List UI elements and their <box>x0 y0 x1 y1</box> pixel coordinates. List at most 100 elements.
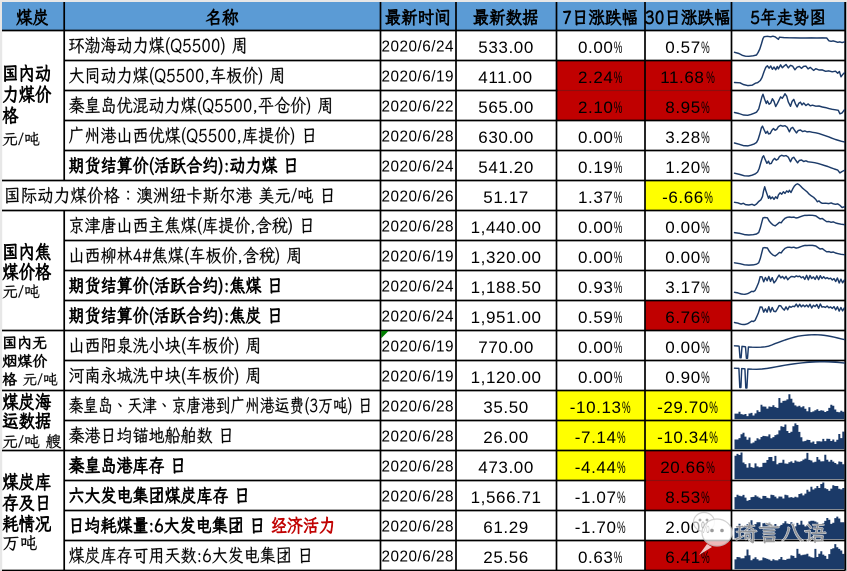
svg-text:51.17: 51.17 <box>483 188 529 207</box>
svg-text:8.53: 8.53 <box>665 488 701 507</box>
svg-text:35.50: 35.50 <box>483 398 529 417</box>
svg-text:770.00: 770.00 <box>478 338 534 357</box>
svg-text:2020/6/26: 2020/6/26 <box>382 189 455 206</box>
svg-text:61.29: 61.29 <box>483 518 529 537</box>
svg-text:-1.07: -1.07 <box>575 488 617 507</box>
svg-text:6.41: 6.41 <box>665 548 701 567</box>
svg-text:%: % <box>701 37 710 57</box>
svg-text:%: % <box>704 187 713 207</box>
svg-text:25.56: 25.56 <box>483 548 529 567</box>
svg-text:%: % <box>701 127 710 147</box>
svg-text:%: % <box>701 337 710 357</box>
svg-text:6.76: 6.76 <box>665 308 701 327</box>
svg-text:%: % <box>614 337 623 357</box>
svg-text:0.00: 0.00 <box>665 248 701 267</box>
svg-text:2020/6/19: 2020/6/19 <box>382 369 455 386</box>
svg-text:2020/6/28: 2020/6/28 <box>382 549 455 566</box>
svg-text:2.10: 2.10 <box>578 98 614 117</box>
svg-text:541.20: 541.20 <box>478 158 534 177</box>
svg-text:%: % <box>617 487 626 507</box>
svg-text:26.00: 26.00 <box>483 428 529 447</box>
svg-text:0.93: 0.93 <box>578 278 614 297</box>
svg-text:0.90: 0.90 <box>665 368 701 387</box>
svg-text:%: % <box>617 457 626 477</box>
svg-text:1,320.00: 1,320.00 <box>471 248 542 267</box>
svg-text:3.28: 3.28 <box>665 128 701 147</box>
svg-text:%: % <box>706 67 715 87</box>
svg-text:%: % <box>706 457 715 477</box>
svg-text:%: % <box>614 217 623 237</box>
svg-text:0.00: 0.00 <box>665 338 701 357</box>
svg-text:1.20: 1.20 <box>665 158 701 177</box>
svg-text:%: % <box>614 97 623 117</box>
svg-text:0.19: 0.19 <box>578 158 614 177</box>
svg-text:11.68: 11.68 <box>660 68 704 87</box>
svg-text:%: % <box>701 217 710 237</box>
svg-text:%: % <box>614 277 623 297</box>
svg-text:2020/6/28: 2020/6/28 <box>382 489 455 506</box>
svg-text:-7.14: -7.14 <box>575 428 617 447</box>
svg-text:411.00: 411.00 <box>478 68 532 87</box>
svg-text:%: % <box>614 37 623 57</box>
svg-text:-1.70: -1.70 <box>575 518 617 537</box>
svg-text:0.00: 0.00 <box>578 38 614 57</box>
svg-text:%: % <box>709 397 718 417</box>
svg-text:2020/6/28: 2020/6/28 <box>382 429 455 446</box>
svg-text:%: % <box>701 307 710 327</box>
svg-text:2.00: 2.00 <box>665 518 701 537</box>
svg-text:2020/6/28: 2020/6/28 <box>382 219 455 236</box>
svg-text:2020/6/22: 2020/6/22 <box>382 99 455 116</box>
svg-text:2020/6/28: 2020/6/28 <box>382 399 455 416</box>
svg-text:1,120.00: 1,120.00 <box>471 368 542 387</box>
svg-text:0.00: 0.00 <box>578 368 614 387</box>
svg-text:2.24: 2.24 <box>578 68 614 87</box>
svg-text:%: % <box>701 367 710 387</box>
svg-text:%: % <box>617 517 626 537</box>
svg-text:-10.13: -10.13 <box>570 398 622 417</box>
svg-text:%: % <box>614 247 623 267</box>
svg-text:20.66: 20.66 <box>660 458 706 477</box>
svg-text:630.00: 630.00 <box>478 128 534 147</box>
svg-text:1,951.00: 1,951.00 <box>471 308 542 327</box>
svg-text:%: % <box>614 547 623 567</box>
svg-text:%: % <box>614 367 623 387</box>
svg-text:2020/6/24: 2020/6/24 <box>382 279 455 296</box>
svg-text:2020/6/24: 2020/6/24 <box>382 159 455 176</box>
svg-text:0.63: 0.63 <box>578 548 614 567</box>
svg-text:565.00: 565.00 <box>478 98 534 117</box>
svg-text:1,440.00: 1,440.00 <box>471 218 542 237</box>
svg-text:%: % <box>701 247 710 267</box>
svg-text:1,188.50: 1,188.50 <box>471 278 542 297</box>
svg-text:0.00: 0.00 <box>578 338 614 357</box>
svg-text:533.00: 533.00 <box>478 38 534 57</box>
svg-text:%: % <box>622 397 631 417</box>
svg-text:2020/6/24: 2020/6/24 <box>382 39 455 56</box>
svg-text:-29.70: -29.70 <box>657 398 709 417</box>
svg-text:%: % <box>701 487 710 507</box>
svg-text:%: % <box>614 307 623 327</box>
svg-text:2020/6/28: 2020/6/28 <box>382 129 455 146</box>
svg-text:0.00: 0.00 <box>578 248 614 267</box>
svg-text:1,566.71: 1,566.71 <box>471 488 542 507</box>
svg-text:0.00: 0.00 <box>578 218 614 237</box>
svg-text:%: % <box>617 427 626 447</box>
svg-text:2020/6/24: 2020/6/24 <box>382 309 455 326</box>
svg-text:0.00: 0.00 <box>665 218 701 237</box>
svg-text:%: % <box>701 157 710 177</box>
svg-text:%: % <box>701 277 710 297</box>
svg-text:%: % <box>709 427 718 447</box>
svg-text:-4.44: -4.44 <box>575 458 617 477</box>
svg-text:0.59: 0.59 <box>578 308 614 327</box>
svg-text:%: % <box>701 97 710 117</box>
svg-text:0.00: 0.00 <box>578 128 614 147</box>
svg-text:3.17: 3.17 <box>665 278 701 297</box>
svg-text:2020/6/28: 2020/6/28 <box>382 519 455 536</box>
svg-text:%: % <box>614 187 623 207</box>
svg-text:%: % <box>614 157 623 177</box>
svg-text:%: % <box>701 547 710 567</box>
svg-text:-6.66: -6.66 <box>662 188 704 207</box>
svg-text:%: % <box>614 67 623 87</box>
svg-text:2020/6/19: 2020/6/19 <box>382 69 455 86</box>
svg-text:%: % <box>614 127 623 147</box>
svg-text:0.57: 0.57 <box>665 38 701 57</box>
